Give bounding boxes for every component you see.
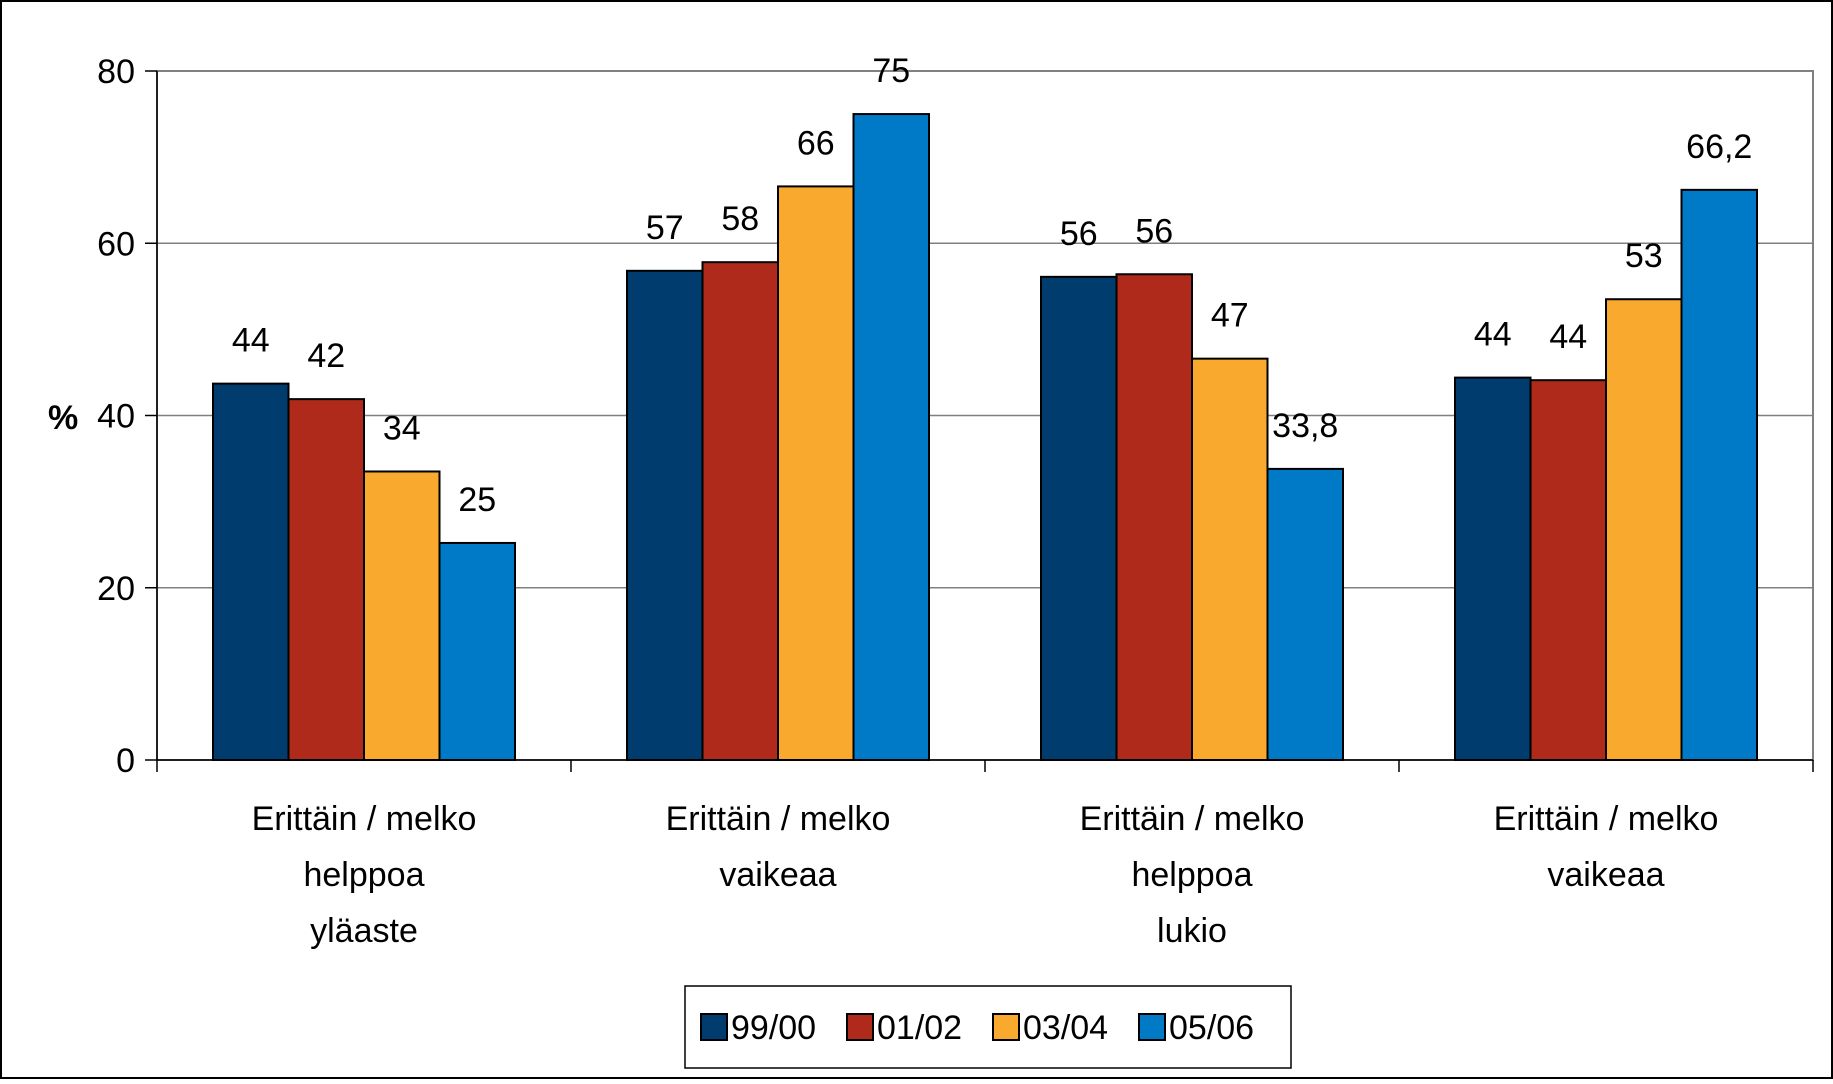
category-label-line: helppoa <box>1131 856 1252 894</box>
data-label: 75 <box>872 52 910 90</box>
category-label-line: vaikeaa <box>719 856 836 894</box>
legend-swatch <box>846 1013 874 1041</box>
bar-01-02-cat3 <box>1115 273 1193 761</box>
y-tick-label: 40 <box>97 398 135 436</box>
category-label-line: Erittäin / melko <box>666 800 891 838</box>
legend-swatch <box>1138 1013 1166 1041</box>
category-label-line: Erittäin / melko <box>1494 800 1719 838</box>
category-label-line: Erittäin / melko <box>1080 800 1305 838</box>
y-tick-label: 0 <box>116 742 135 780</box>
bar-99-00-cat2 <box>626 269 704 761</box>
data-label: 42 <box>307 337 345 375</box>
bar-01-02-cat4 <box>1529 379 1607 761</box>
category-label-line: vaikeaa <box>1547 856 1664 894</box>
legend-swatch <box>992 1013 1020 1041</box>
bar-01-02-cat1 <box>287 398 365 761</box>
data-label: 25 <box>458 481 496 519</box>
bar-03-04-cat3 <box>1191 357 1269 761</box>
category-label: Erittäin / melko vaikeaa <box>1494 800 1719 894</box>
data-label: 44 <box>1474 316 1512 354</box>
category-label-line: Erittäin / melko <box>252 800 477 838</box>
y-tick-labels: 0 20 40 60 80 <box>97 53 135 780</box>
category-label: Erittäin / melko helppoa yläaste <box>252 800 477 950</box>
legend-swatch <box>700 1013 728 1041</box>
bar-05-06-cat4 <box>1680 188 1758 762</box>
data-label: 66,2 <box>1686 128 1752 166</box>
legend-label: 05/06 <box>1169 1009 1254 1047</box>
bar-03-04-cat1 <box>363 470 441 761</box>
legend-label: 01/02 <box>877 1009 962 1047</box>
legend: 99/00 01/02 03/04 05/06 <box>684 985 1292 1069</box>
bar-05-06-cat3 <box>1266 467 1344 761</box>
y-axis-label: % <box>48 399 78 437</box>
category-label: Erittäin / melko helppoa lukio <box>1080 800 1305 950</box>
bars <box>212 113 1758 762</box>
y-tick-label: 60 <box>97 225 135 263</box>
legend-label: 99/00 <box>731 1009 816 1047</box>
data-label: 57 <box>646 209 684 247</box>
axes <box>145 70 1814 772</box>
y-tick-label: 20 <box>97 570 135 608</box>
bar-05-06-cat1 <box>438 541 516 762</box>
y-tick-label: 80 <box>97 53 135 91</box>
category-label-line: lukio <box>1157 912 1227 950</box>
data-label: 33,8 <box>1272 407 1338 445</box>
data-label: 47 <box>1211 297 1249 335</box>
category-label-line: helppoa <box>303 856 424 894</box>
category-label: Erittäin / melko vaikeaa <box>666 800 891 894</box>
data-labels: 44 42 34 25 57 58 66 75 56 56 47 33,8 44 44 53 66,2 <box>232 52 1753 519</box>
data-label: 34 <box>383 409 421 447</box>
bar-03-04-cat4 <box>1605 298 1683 761</box>
data-label: 44 <box>1549 318 1587 356</box>
data-label: 58 <box>721 200 759 238</box>
bar-01-02-cat2 <box>701 261 779 761</box>
data-label: 56 <box>1135 212 1173 250</box>
bar-03-04-cat2 <box>777 185 855 762</box>
data-label: 66 <box>797 124 835 162</box>
bar-05-06-cat2 <box>852 113 930 761</box>
data-label: 56 <box>1060 215 1098 253</box>
legend-label: 03/04 <box>1023 1009 1108 1047</box>
data-label: 44 <box>232 322 270 360</box>
legend-box <box>684 985 1292 1069</box>
bar-99-00-cat1 <box>212 382 290 761</box>
bar-99-00-cat4 <box>1454 376 1532 761</box>
category-label-line: yläaste <box>310 912 418 950</box>
data-label: 53 <box>1625 237 1663 275</box>
bar-99-00-cat3 <box>1040 275 1118 761</box>
